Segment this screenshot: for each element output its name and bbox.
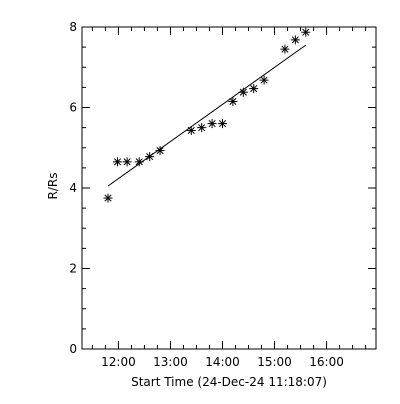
data-point (217, 119, 227, 129)
data-point (301, 27, 311, 37)
data-point (197, 123, 207, 133)
data-point (238, 87, 248, 97)
data-point (155, 146, 165, 156)
data-point (280, 44, 290, 54)
data-point (113, 157, 123, 167)
data-point (134, 157, 144, 167)
data-point (259, 75, 269, 85)
y-tick-label: 8 (69, 20, 77, 34)
data-points (103, 27, 311, 203)
data-point (103, 193, 113, 203)
y-axis-label: R/Rs (46, 173, 60, 200)
y-axis-ticks: 0 2 4 6 8 (69, 20, 376, 356)
data-point (122, 157, 132, 167)
data-point (228, 96, 238, 106)
y-tick-label: 4 (69, 181, 77, 195)
data-point (145, 152, 155, 162)
plot-frame (81, 26, 377, 350)
fit-line-layer (107, 44, 307, 187)
x-tick-label: 13:00 (153, 355, 188, 369)
data-point (186, 125, 196, 135)
x-tick-label: 15:00 (257, 355, 292, 369)
y-tick-label: 2 (69, 262, 77, 276)
y-tick-label: 6 (69, 101, 77, 115)
x-tick-label: 16:00 (309, 355, 344, 369)
fit-line (107, 44, 307, 187)
x-tick-label: 12:00 (101, 355, 136, 369)
y-tick-label: 0 (69, 342, 77, 356)
data-point (290, 35, 300, 45)
data-point (249, 84, 259, 94)
data-point (207, 119, 217, 129)
x-tick-label: 14:00 (205, 355, 240, 369)
x-axis-ticks: 12:00 13:00 14:00 15:00 16:00 (91, 27, 367, 369)
x-axis-label: Start Time (24-Dec-24 11:18:07) (131, 375, 327, 389)
